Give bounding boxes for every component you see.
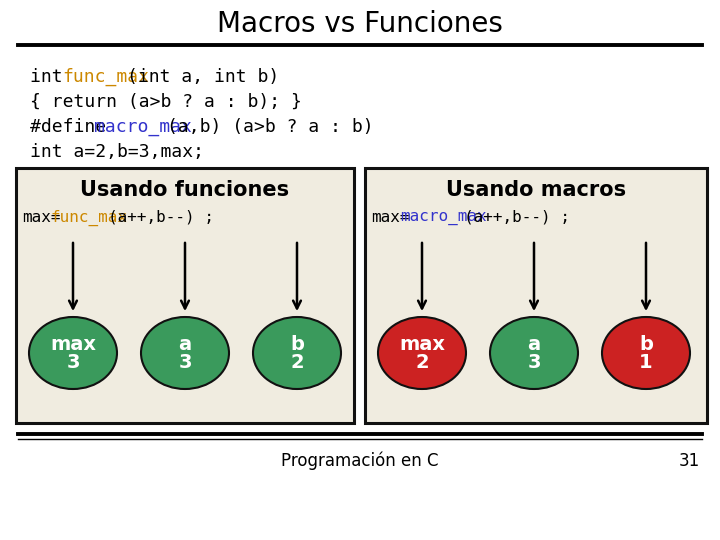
FancyBboxPatch shape — [365, 168, 707, 423]
Text: { return (a>b ? a : b); }: { return (a>b ? a : b); } — [30, 93, 302, 111]
Text: (a++,b--) ;: (a++,b--) ; — [464, 210, 570, 225]
Ellipse shape — [378, 317, 466, 389]
Text: a: a — [179, 334, 192, 354]
Text: macro_max: macro_max — [94, 118, 192, 136]
Text: 3: 3 — [527, 353, 541, 372]
Text: max=: max= — [371, 210, 410, 225]
Text: macro_max: macro_max — [400, 210, 486, 225]
Text: int a=2,b=3,max;: int a=2,b=3,max; — [30, 143, 204, 161]
Text: max=: max= — [22, 210, 60, 225]
Text: func_max: func_max — [62, 68, 149, 86]
Text: max: max — [50, 334, 96, 354]
Text: Usando macros: Usando macros — [446, 180, 626, 200]
Text: 3: 3 — [179, 353, 192, 372]
Text: 31: 31 — [679, 452, 700, 470]
Ellipse shape — [602, 317, 690, 389]
Text: int: int — [30, 68, 73, 86]
Ellipse shape — [253, 317, 341, 389]
Text: 1: 1 — [639, 353, 653, 372]
Text: 3: 3 — [66, 353, 80, 372]
Ellipse shape — [141, 317, 229, 389]
Text: Programación en C: Programación en C — [282, 452, 438, 470]
FancyBboxPatch shape — [16, 168, 354, 423]
Ellipse shape — [29, 317, 117, 389]
Text: (a++,b--) ;: (a++,b--) ; — [108, 210, 214, 225]
Text: 2: 2 — [290, 353, 304, 372]
Text: (a,b) (a>b ? a : b): (a,b) (a>b ? a : b) — [167, 118, 374, 136]
Text: 2: 2 — [415, 353, 429, 372]
Text: max: max — [399, 334, 445, 354]
Text: b: b — [639, 334, 653, 354]
Text: Macros vs Funciones: Macros vs Funciones — [217, 10, 503, 38]
Text: a: a — [528, 334, 541, 354]
Text: #define: #define — [30, 118, 117, 136]
Text: b: b — [290, 334, 304, 354]
Text: Usando funciones: Usando funciones — [81, 180, 289, 200]
Text: func_max: func_max — [50, 210, 127, 226]
Text: (int a, int b): (int a, int b) — [127, 68, 279, 86]
Ellipse shape — [490, 317, 578, 389]
